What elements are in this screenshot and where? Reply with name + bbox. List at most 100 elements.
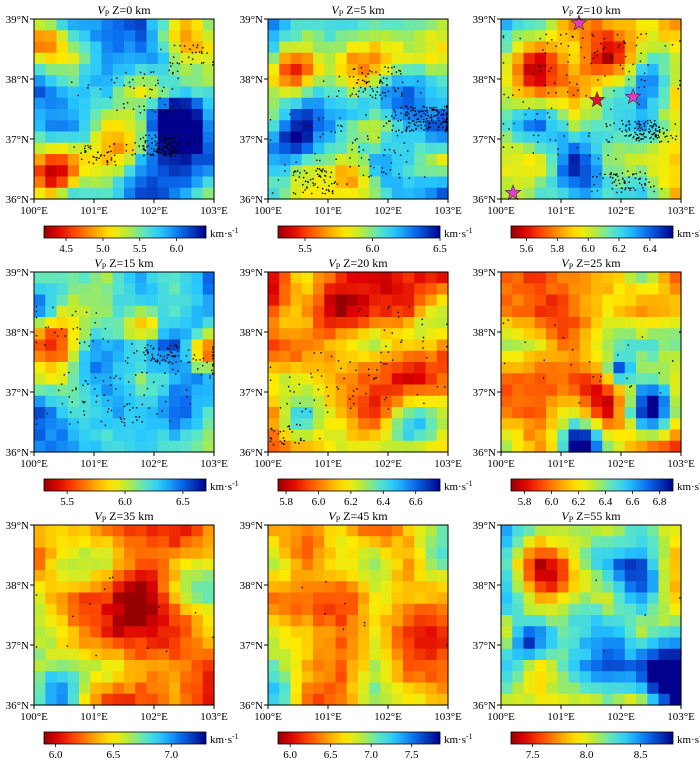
velocity-cell: [268, 525, 280, 537]
earthquake-dot: [431, 116, 433, 118]
earthquake-dot: [546, 42, 549, 44]
velocity-cell: [191, 525, 204, 537]
velocity-cell: [534, 294, 547, 307]
earthquake-dot: [304, 180, 307, 182]
velocity-cell: [425, 558, 438, 571]
earthquake-dot: [426, 357, 428, 359]
velocity-cell: [90, 131, 103, 144]
velocity-cell: [391, 671, 404, 684]
velocity-cell: [568, 660, 581, 672]
earthquake-dot: [649, 130, 652, 132]
velocity-cell: [534, 581, 547, 594]
velocity-cell: [613, 558, 626, 571]
velocity-cell: [124, 317, 136, 329]
velocity-cell: [512, 581, 525, 594]
velocity-cell: [101, 120, 114, 133]
earthquake-dot: [640, 127, 642, 129]
velocity-cell: [90, 30, 103, 43]
velocity-cell: [602, 407, 615, 419]
earthquake-dot: [173, 152, 175, 154]
velocity-cell: [523, 52, 536, 65]
earthquake-dot: [401, 91, 403, 94]
velocity-cell: [34, 626, 46, 639]
earthquake-dot: [640, 33, 642, 35]
velocity-cell: [313, 131, 325, 144]
earthquake-dot: [622, 67, 624, 70]
earthquake-dot: [660, 188, 663, 190]
velocity-cell: [523, 592, 536, 605]
earthquake-dot: [607, 154, 609, 156]
velocity-cell: [369, 154, 382, 166]
velocity-cell: [301, 362, 314, 374]
earthquake-dot: [60, 328, 63, 330]
earthquake-dot: [628, 129, 631, 131]
earthquake-dot: [153, 347, 155, 349]
velocity-cell: [324, 407, 337, 419]
earthquake-dot: [402, 81, 404, 84]
velocity-cell: [146, 339, 159, 352]
earthquake-dot: [592, 35, 594, 37]
velocity-cell: [67, 41, 80, 54]
earthquake-dot: [134, 142, 136, 144]
velocity-cell: [180, 317, 193, 329]
velocity-cell: [358, 603, 370, 616]
y-tick-label: 36°N: [6, 700, 29, 712]
velocity-cell: [403, 418, 415, 431]
velocity-cell: [591, 30, 603, 43]
velocity-cell: [602, 626, 615, 639]
velocity-cell: [557, 165, 570, 178]
earthquake-dot: [613, 90, 615, 92]
velocity-cell: [79, 131, 91, 144]
velocity-cell: [112, 615, 125, 627]
velocity-cell: [290, 272, 303, 284]
velocity-cell: [391, 294, 404, 307]
earthquake-dot: [423, 112, 425, 115]
velocity-cell: [202, 294, 215, 307]
velocity-cell: [324, 52, 337, 65]
velocity-cell: [436, 52, 449, 65]
velocity-cell: [591, 272, 603, 284]
earthquake-dot: [507, 96, 510, 99]
velocity-cell: [591, 525, 603, 537]
velocity-cell: [636, 131, 648, 144]
velocity-cell: [56, 626, 69, 639]
velocity-cell: [534, 350, 547, 363]
earthquake-dot: [406, 106, 408, 108]
earthquake-dot: [92, 340, 94, 342]
velocity-cell: [591, 671, 603, 684]
velocity-cell: [135, 165, 148, 178]
earthquake-dot: [437, 125, 439, 127]
earthquake-dot: [87, 84, 90, 86]
velocity-cell: [146, 570, 159, 582]
velocity-cell: [290, 75, 303, 88]
velocity-cell: [403, 187, 415, 200]
velocity-cell: [568, 407, 581, 419]
velocity-cell: [425, 592, 438, 605]
velocity-cell: [613, 536, 626, 549]
velocity-cell: [301, 64, 314, 76]
velocity-cell: [658, 648, 671, 661]
earthquake-dot: [102, 380, 105, 382]
earthquake-dot: [172, 112, 174, 114]
earthquake-dot: [132, 149, 134, 151]
earthquake-dot: [35, 418, 38, 420]
velocity-cell: [290, 283, 303, 296]
velocity-cell: [658, 350, 671, 363]
earthquake-dot: [147, 351, 149, 353]
velocity-cell: [613, 603, 626, 616]
earthquake-dot: [152, 348, 154, 350]
velocity-cell: [369, 339, 382, 352]
velocity-cell: [380, 176, 393, 189]
earthquake-dot: [632, 137, 634, 139]
velocity-cell: [157, 328, 170, 341]
earthquake-dot: [374, 94, 377, 96]
earthquake-dot: [284, 164, 286, 166]
velocity-cell: [546, 52, 558, 65]
velocity-cell: [557, 626, 570, 639]
velocity-cell: [512, 294, 525, 307]
earthquake-dot: [380, 351, 382, 354]
earthquake-dot: [132, 108, 135, 110]
velocity-cell: [335, 592, 348, 605]
